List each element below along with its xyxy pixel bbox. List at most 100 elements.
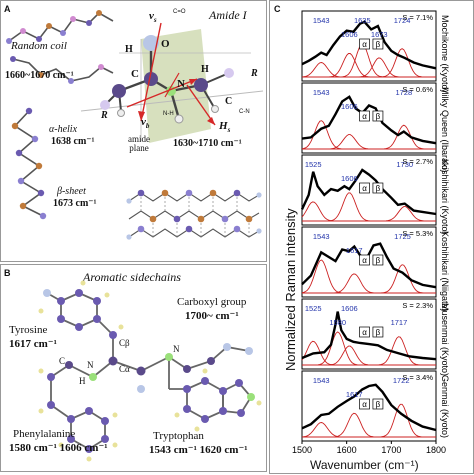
atom-r-left: R xyxy=(101,110,108,121)
observed-spectrum-2 xyxy=(300,168,437,216)
panel-a: A Amide I xyxy=(0,0,267,262)
vector-nh-label: N-H xyxy=(163,111,174,117)
alpha-marker-5: α xyxy=(362,400,367,409)
vector-cn-label: C-N xyxy=(239,109,250,115)
tyrosine-ring xyxy=(60,292,98,328)
atom-h: H xyxy=(201,64,209,75)
atom-c: C xyxy=(59,356,66,366)
atom-o: O xyxy=(161,38,170,50)
tryptophan-freq: 1543 cm⁻¹ 1620 cm⁻¹ xyxy=(149,444,248,456)
x-tick-label-1: 1600 xyxy=(337,445,357,455)
phenylalanine-name: Phenylalanine xyxy=(13,428,76,440)
beta-sheet-atoms xyxy=(126,189,262,240)
alpha-marker-0: α xyxy=(362,40,367,49)
peak-label-4-2: 1606 xyxy=(341,304,358,313)
vector-vb xyxy=(126,78,198,108)
beta-marker-4: β xyxy=(376,328,381,337)
atom-r-right: R xyxy=(251,68,258,79)
beta-marker-3: β xyxy=(376,256,381,265)
fit-component-1-1 xyxy=(302,134,436,150)
ss-value-2: S = 2.7% xyxy=(402,157,433,166)
random-coil-atoms xyxy=(6,10,104,84)
alpha-helix-name: α-helix xyxy=(49,124,78,135)
fit-component-1-2 xyxy=(302,124,436,150)
random-coil-range: 1660~1670 cm⁻¹ xyxy=(5,70,74,81)
ss-value-1: S = 0.6% xyxy=(402,85,433,94)
fit-component-2-2 xyxy=(302,206,436,222)
x-axis-label: Wavenumber (cm⁻¹) xyxy=(310,458,419,472)
alpha-helix-freq: 1638 cm⁻¹ xyxy=(51,136,95,147)
sample-name-4: Musenmai (Kyoto) xyxy=(440,303,450,376)
carbonyl-carbon xyxy=(144,72,158,86)
beta-box-3 xyxy=(372,254,384,266)
beta-box-2 xyxy=(372,182,384,194)
beta-marker-1: β xyxy=(376,112,381,121)
panel-b-atoms xyxy=(43,289,255,453)
vector-cdo-label: C=O xyxy=(173,9,186,15)
peak-label-3-2: 1725 xyxy=(394,232,411,241)
peak-label-2-1: 1606 xyxy=(341,174,358,183)
panel-b-figure xyxy=(38,280,262,462)
vector-vb-label: vb xyxy=(141,116,150,131)
peak-label-4-3: 1717 xyxy=(391,318,408,327)
x-tick-label-2: 1700 xyxy=(381,445,401,455)
ss-value-5: S = 3.4% xyxy=(402,373,433,382)
beta-marker-5: β xyxy=(376,400,381,409)
panel-b-label: B xyxy=(4,268,11,278)
observed-spectrum-0 xyxy=(301,20,437,70)
alpha-marker-1: α xyxy=(362,112,367,121)
observed-spectrum-1 xyxy=(301,95,437,145)
amide-hydrogen xyxy=(174,114,184,124)
ss-value-0: S = 7.1% xyxy=(402,13,433,22)
x-tick-label-0: 1500 xyxy=(292,445,312,455)
peak-label-3-0: 1543 xyxy=(313,232,330,241)
sample-name-1: Milky Queen (Ibaraki) xyxy=(440,87,450,173)
alpha-marker-3: α xyxy=(362,256,367,265)
vector-hs-label: Hs xyxy=(219,120,231,135)
atom-h: H xyxy=(79,376,86,386)
peak-label-4-0: 1525 xyxy=(305,304,322,313)
atom-c2: C xyxy=(225,96,233,107)
alpha-box-2 xyxy=(359,182,370,194)
sample-name-3: Koshihikari (Niigata) xyxy=(440,231,450,312)
peak-label-2-0: 1525 xyxy=(305,160,322,169)
peak-label-0-2: 1635 xyxy=(354,16,371,25)
carboxyl-freq: 1700~ cm⁻¹ xyxy=(185,310,239,322)
panel-b-hydrogens xyxy=(38,280,262,462)
atom-h2: H xyxy=(125,44,133,55)
fit-component-5-2 xyxy=(302,403,436,438)
beta-box-4 xyxy=(372,326,384,338)
amide-range: 1630~1710 cm⁻¹ xyxy=(173,138,242,149)
amide-plane-label: amide plane xyxy=(128,134,150,153)
atom-n: N xyxy=(177,78,185,90)
spectrum-frame-4 xyxy=(301,298,437,370)
peak-label-5-1: 1617 xyxy=(346,390,363,399)
vector-vs xyxy=(140,22,162,122)
panel-c: C Normalized Raman intensity Wavenumber … xyxy=(269,0,474,474)
panel-b: B Aromatic sidechains xyxy=(0,264,267,472)
peak-label-0-1: 1606 xyxy=(341,30,358,39)
atom-cb: Cβ xyxy=(119,338,130,348)
spectrum-frame-2 xyxy=(301,154,437,226)
atom-n: N xyxy=(87,360,94,370)
fit-component-2-1 xyxy=(302,192,436,222)
alpha-helix-atoms xyxy=(11,107,47,220)
panel-a-figure xyxy=(6,10,264,240)
spectrum-frame-5 xyxy=(301,370,437,442)
beta-marker-0: β xyxy=(376,40,381,49)
amide-plane xyxy=(141,29,211,143)
spectrum-frame-3 xyxy=(301,226,437,298)
beta-marker-2: β xyxy=(376,184,381,193)
random-coil-name: Random coil xyxy=(11,40,67,52)
peak-label-1-2: 1728 xyxy=(395,88,412,97)
alpha-carbon-right xyxy=(194,78,208,92)
beta-box-5 xyxy=(372,398,384,410)
alpha-box-1 xyxy=(359,110,370,122)
carbonyl-oxygen xyxy=(143,35,159,51)
beta-sheet-name: β-sheet xyxy=(57,186,86,197)
alpha-box-3 xyxy=(359,254,370,266)
tyrosine-name: Tyrosine xyxy=(9,324,48,336)
phenylalanine-freq: 1580 cm⁻¹ 1606 cm⁻¹ xyxy=(9,442,108,454)
beta-box-1 xyxy=(372,110,384,122)
peak-label-4-1: 1580 xyxy=(329,318,346,327)
